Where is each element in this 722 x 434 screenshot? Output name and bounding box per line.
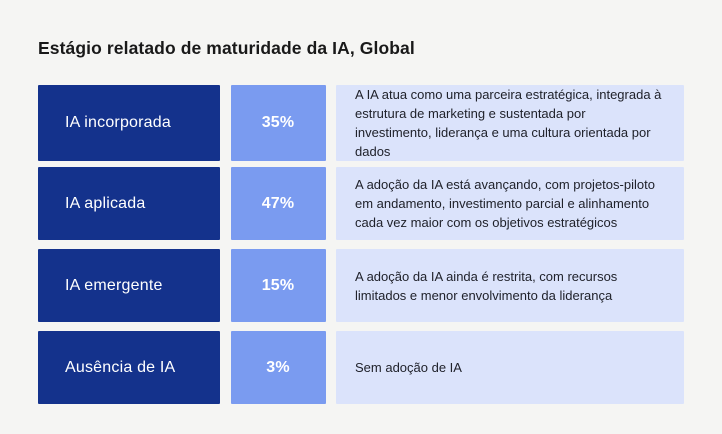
percent-value: 47% — [261, 194, 295, 212]
stage-description: A adoção da IA está avançando, com proje… — [355, 177, 655, 230]
stage-description: A IA atua como uma parceira estratégica,… — [355, 87, 662, 159]
stage-label: IA aplicada — [65, 194, 146, 212]
description-cell: A adoção da IA ainda é restrita, com rec… — [336, 249, 684, 322]
stage-label: Ausência de IA — [65, 358, 176, 376]
percent-cell: 3% — [230, 331, 326, 404]
chart-title: Estágio relatado de maturidade da IA, Gl… — [38, 38, 415, 58]
percent-cell: 35% — [230, 85, 326, 161]
percent-value: 15% — [261, 276, 295, 294]
stage-description: A adoção da IA ainda é restrita, com rec… — [355, 268, 618, 303]
stage-label-cell: IA emergente — [38, 249, 220, 322]
description-cell: A IA atua como uma parceira estratégica,… — [336, 85, 684, 161]
stage-label: IA incorporada — [65, 114, 171, 131]
percent-value: 35% — [261, 114, 295, 131]
description-cell: A adoção da IA está avançando, com proje… — [336, 167, 684, 240]
table-row: IA emergente 15% A adoção da IA ainda é … — [38, 249, 684, 322]
percent-value: 3% — [266, 358, 290, 376]
table-row: IA aplicada 47% A adoção da IA está avan… — [38, 167, 684, 240]
table-row: Ausência de IA 3% Sem adoção de IA — [38, 331, 684, 404]
maturity-table: IA incorporada 35% A IA atua como uma pa… — [38, 85, 684, 404]
stage-label-cell: IA aplicada — [38, 167, 220, 240]
table-row: IA incorporada 35% A IA atua como uma pa… — [38, 85, 684, 161]
stage-label-cell: IA incorporada — [38, 85, 220, 161]
stage-label: IA emergente — [65, 276, 163, 294]
description-cell: Sem adoção de IA — [336, 331, 684, 404]
stage-description: Sem adoção de IA — [355, 360, 462, 375]
percent-cell: 47% — [230, 167, 326, 240]
percent-cell: 15% — [230, 249, 326, 322]
stage-label-cell: Ausência de IA — [38, 331, 220, 404]
